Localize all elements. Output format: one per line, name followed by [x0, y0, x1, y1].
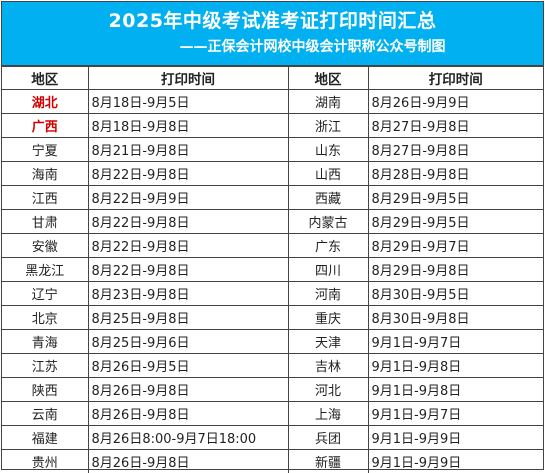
print-period-cell: 9月1日-9月8日 [368, 378, 543, 402]
print-period-cell: 8月25日-9月6日 [88, 330, 288, 354]
column-header-period: 打印时间 [368, 67, 543, 90]
print-period-cell: 8月26日-9月9日 [368, 90, 543, 114]
print-period-cell: 8月22日-9月8日 [88, 162, 288, 186]
region-cell: 海南 [2, 162, 88, 186]
print-period-cell: 8月23日-9月8日 [88, 282, 288, 306]
print-period-cell: 9月1日-9月8日 [368, 354, 543, 378]
region-cell: 北京 [2, 306, 88, 330]
print-period-cell: 8月29日-9月5日 [368, 186, 543, 210]
print-period-cell: 8月21日-9月8日 [88, 138, 288, 162]
page-subtitle: ——正保会计网校中级会计职称公众号制图 [2, 31, 543, 54]
print-period-cell: 8月29日-9月7日 [368, 234, 543, 258]
region-cell: 新疆 [288, 450, 368, 473]
print-period-cell: 8月22日-9月8日 [88, 258, 288, 282]
title-banner: 2025年中级考试准考证打印时间汇总 ——正保会计网校中级会计职称公众号制图 [2, 2, 543, 66]
print-period-cell: 8月18日-9月8日 [88, 114, 288, 138]
print-period-cell: 9月1日-9月9日 [368, 450, 543, 473]
region-cell: 广西 [2, 114, 88, 138]
region-cell: 吉林 [288, 354, 368, 378]
table-header-row: 地区 打印时间 地区 打印时间 [2, 67, 543, 90]
print-period-cell: 8月22日-9月8日 [88, 210, 288, 234]
region-cell: 江苏 [2, 354, 88, 378]
print-period-cell: 8月22日-9月9日 [88, 186, 288, 210]
region-cell: 兵团 [288, 426, 368, 450]
region-cell: 河南 [288, 282, 368, 306]
region-cell: 广东 [288, 234, 368, 258]
region-cell: 陕西 [2, 378, 88, 402]
column-header-period: 打印时间 [88, 67, 288, 90]
column-header-region: 地区 [2, 67, 88, 90]
print-period-cell: 8月29日-9月8日 [368, 258, 543, 282]
region-cell: 甘肃 [2, 210, 88, 234]
region-cell: 云南 [2, 402, 88, 426]
print-period-cell: 8月27日-9月8日 [368, 114, 543, 138]
print-period-cell: 8月18日-9月5日 [88, 90, 288, 114]
region-cell: 西藏 [288, 186, 368, 210]
region-cell: 湖南 [288, 90, 368, 114]
region-cell: 江西 [2, 186, 88, 210]
print-period-cell: 8月26日-9月5日 [88, 354, 288, 378]
region-cell: 安徽 [2, 234, 88, 258]
region-cell: 福建 [2, 426, 88, 450]
column-header-region: 地区 [288, 67, 368, 90]
region-cell: 内蒙古 [288, 210, 368, 234]
print-period-cell: 8月26日-9月8日 [88, 450, 288, 473]
region-cell: 山东 [288, 138, 368, 162]
region-cell: 青海 [2, 330, 88, 354]
print-period-cell: 8月27日-9月8日 [368, 138, 543, 162]
region-cell: 山西 [288, 162, 368, 186]
print-period-cell: 8月26日-9月8日 [88, 378, 288, 402]
print-period-cell: 9月1日-9月7日 [368, 330, 543, 354]
print-period-cell: 8月22日-9月8日 [88, 234, 288, 258]
print-period-cell: 8月26日-9月8日 [88, 402, 288, 426]
print-period-cell: 8月28日-9月8日 [368, 162, 543, 186]
region-cell: 天津 [288, 330, 368, 354]
print-period-cell: 9月1日-9月9日 [368, 426, 543, 450]
region-cell: 辽宁 [2, 282, 88, 306]
region-cell: 浙江 [288, 114, 368, 138]
region-cell: 湖北 [2, 90, 88, 114]
region-cell: 重庆 [288, 306, 368, 330]
page-title: 2025年中级考试准考证打印时间汇总 [2, 2, 543, 31]
print-period-cell: 9月1日-9月7日 [368, 402, 543, 426]
region-cell: 贵州 [2, 450, 88, 473]
print-period-cell: 8月30日-9月8日 [368, 306, 543, 330]
region-cell: 上海 [288, 402, 368, 426]
region-cell: 四川 [288, 258, 368, 282]
region-cell: 黑龙江 [2, 258, 88, 282]
print-period-cell: 8月25日-9月8日 [88, 306, 288, 330]
region-cell: 宁夏 [2, 138, 88, 162]
region-cell: 河北 [288, 378, 368, 402]
print-period-cell: 8月29日-9月5日 [368, 210, 543, 234]
print-period-cell: 8月26日8:00-9月7日18:00 [88, 426, 288, 450]
print-period-cell: 8月30日-9月5日 [368, 282, 543, 306]
